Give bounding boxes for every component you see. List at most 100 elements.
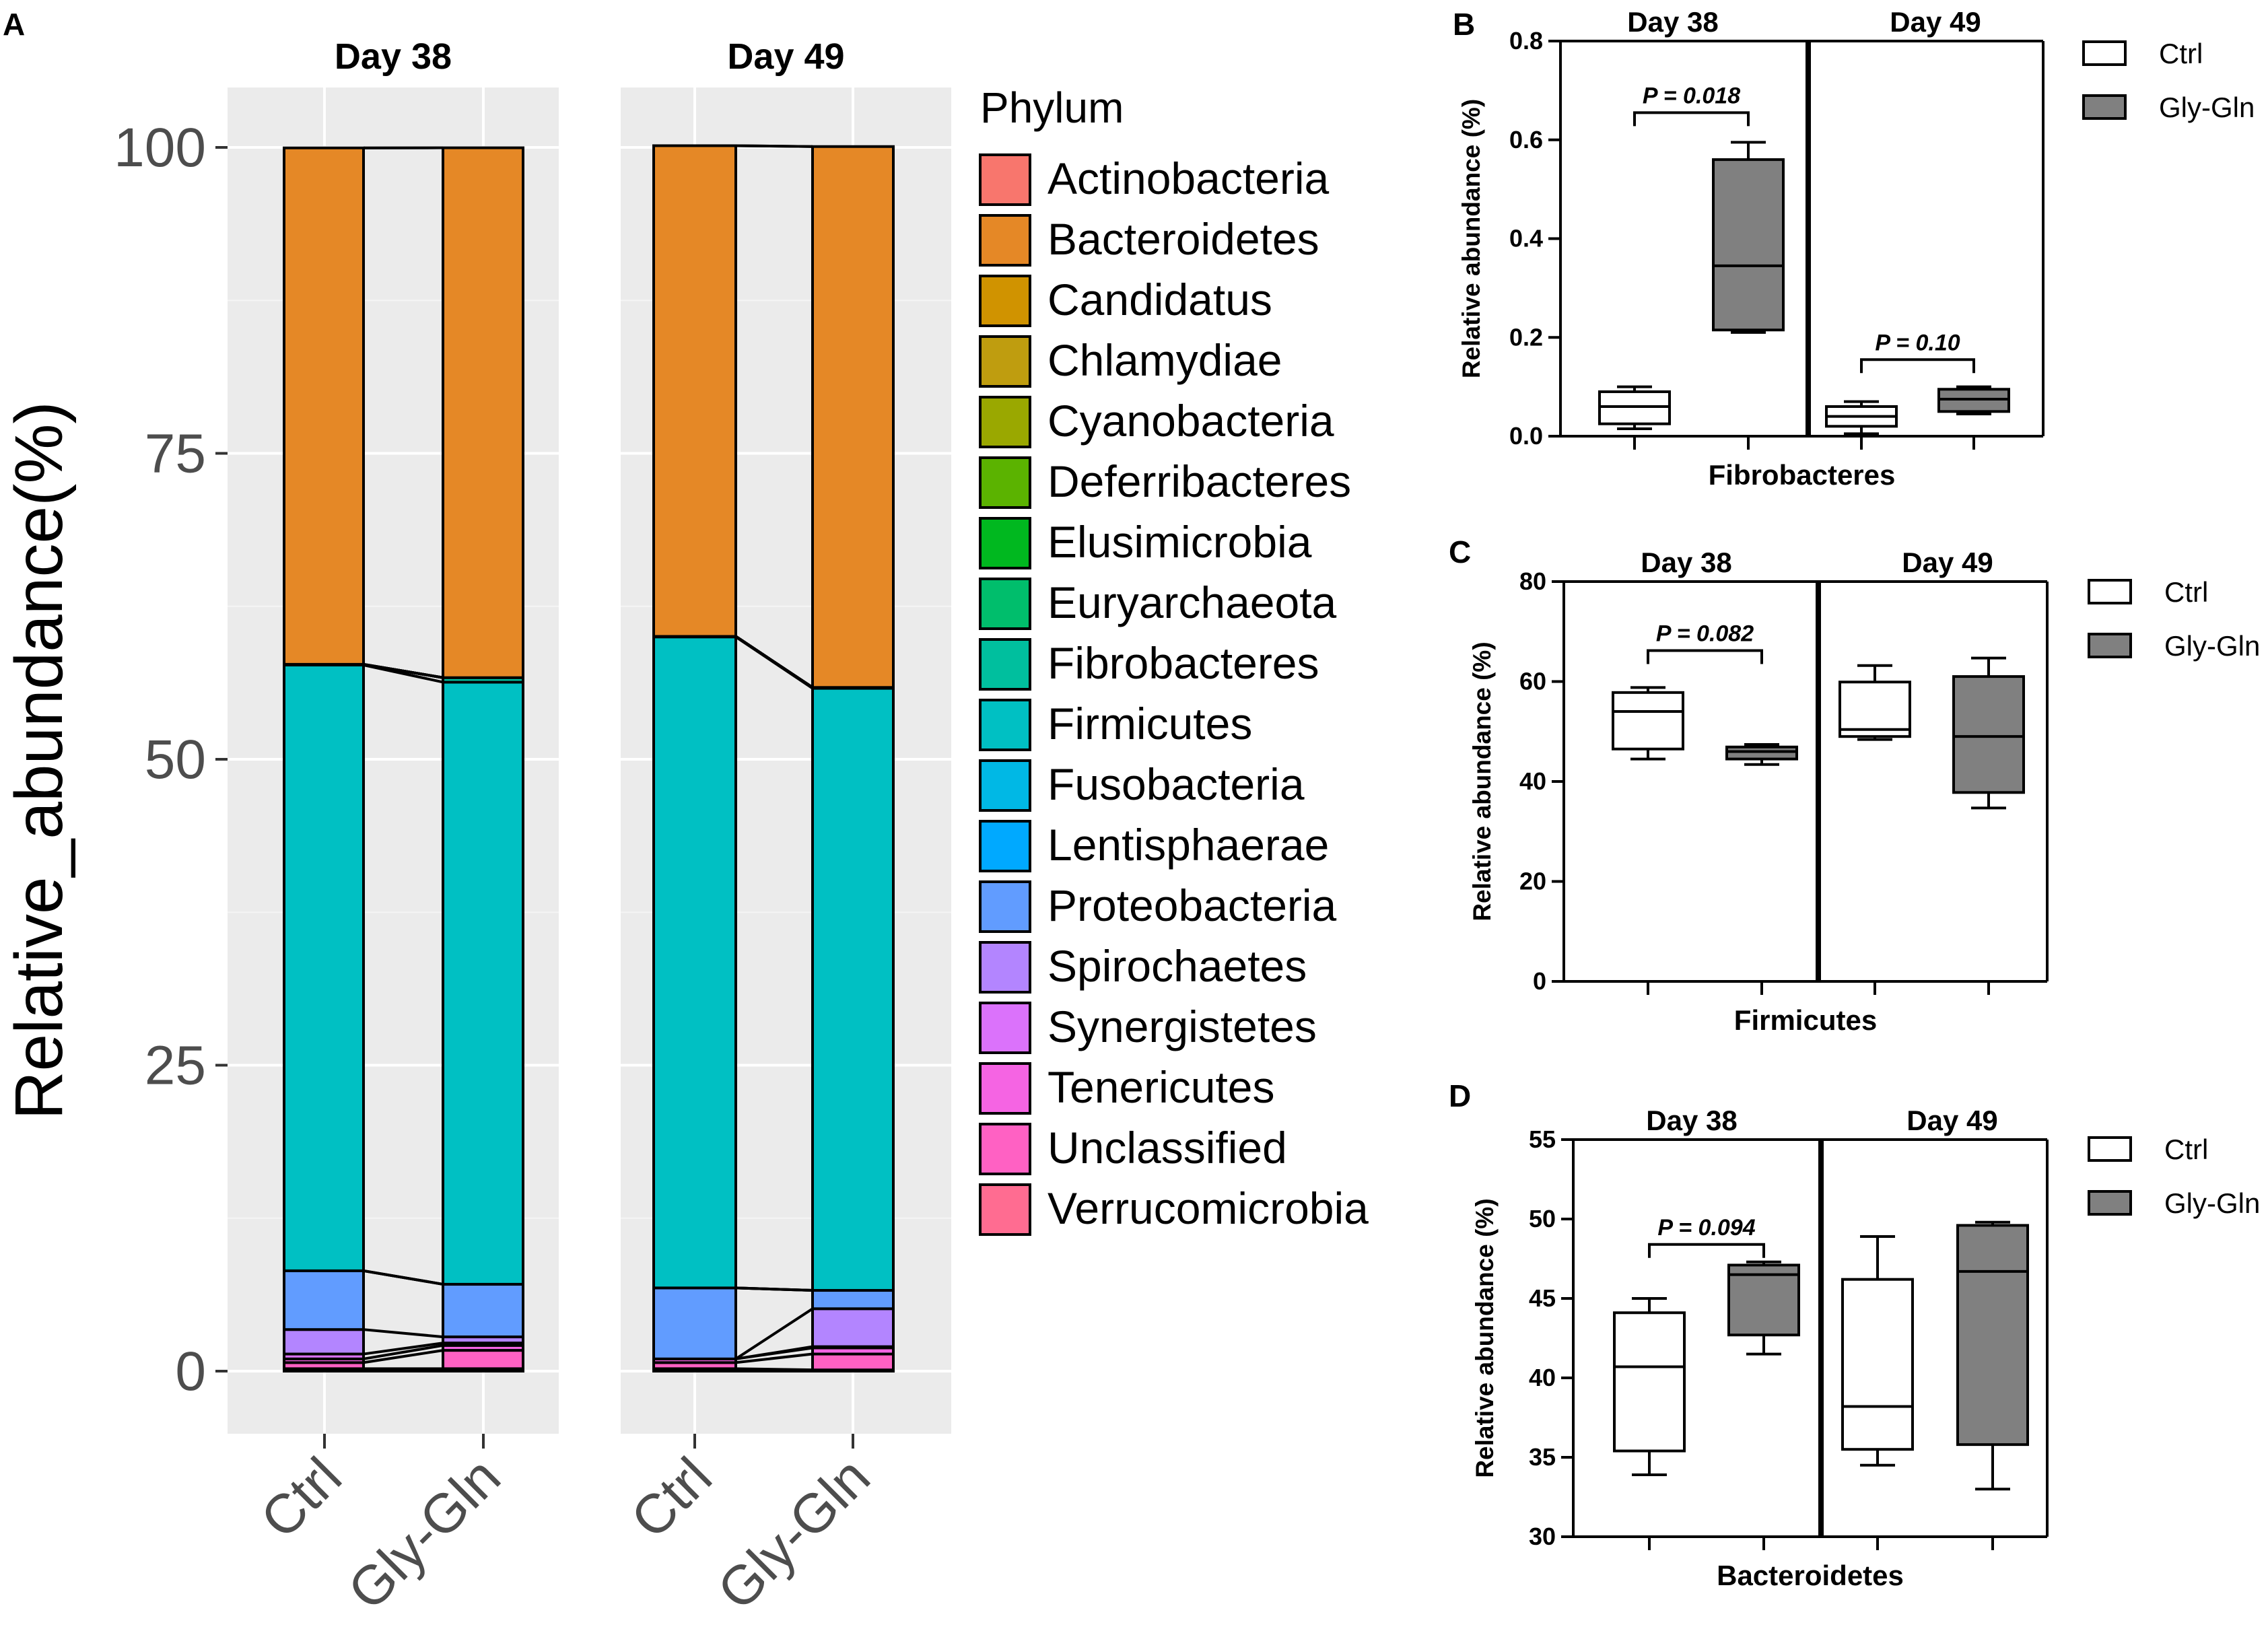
legend-swatch-gly-gln (2088, 1190, 2132, 1216)
box-day-38-gly-gln (1712, 158, 1785, 332)
bar-segment-unclassified-gly-gln (811, 1352, 895, 1372)
stack-connector-line (735, 1286, 813, 1292)
y-tick-label: 0.0 (1509, 422, 1543, 450)
legend-label-elusimicrobia: Elusimicrobia (1047, 517, 1312, 567)
bar-segment-firmicutes-gly-gln (811, 687, 895, 1292)
legend-swatch-proteobacteria (979, 880, 1031, 933)
y-tick-label: 25 (145, 1035, 206, 1097)
box-day-38-gly-gln (1725, 745, 1798, 761)
panel-a-stacked-bar-chart: 0 25 50 75 100 Relative_abundance(%) Day 38 Ctr… (1, 36, 951, 1622)
y-tick-label: 50 (145, 729, 206, 790)
facet-title: Day 49 (727, 36, 844, 77)
group-title: Day 38 (1641, 547, 1731, 578)
x-tick-label: Ctrl (619, 1446, 724, 1550)
group-title: Day 49 (1906, 1105, 1997, 1136)
legend-swatch-elusimicrobia (979, 517, 1031, 569)
x-tick-label: Gly-Gln (337, 1446, 512, 1622)
stack-connector-line (735, 1345, 813, 1360)
y-tick-label: 40 (1519, 767, 1546, 795)
legend-label-verrucomicrobia: Verrucomicrobia (1047, 1183, 1369, 1233)
legend-swatch-bacteroidetes (979, 214, 1031, 267)
legend-title: Phylum (980, 83, 1124, 132)
y-tick-label: 50 (1529, 1205, 1556, 1232)
y-axis-label: Relative abundance (%) (1471, 1198, 1499, 1477)
y-axis-label: Relative abundance (%) (1468, 641, 1496, 921)
panel-label-d: D (1449, 1078, 1471, 1113)
stack-connector-line (363, 1269, 444, 1286)
bar-segment-proteobacteria-ctrl (652, 1286, 737, 1360)
panel-label-c: C (1449, 534, 1471, 569)
bar-segment-bacteroidetes-gly-gln (811, 145, 895, 689)
legend-swatch-unclassified (979, 1123, 1031, 1175)
stack-connector-line (363, 1344, 444, 1360)
legend-label-spirochaetes: Spirochaetes (1047, 941, 1307, 991)
legend-swatch-spirochaetes (979, 941, 1031, 994)
legend-label-ctrl: Ctrl (2159, 38, 2203, 69)
legend-swatch-tenericutes (979, 1062, 1031, 1115)
significance-bracket (1648, 1243, 1765, 1258)
y-tick-label: 40 (1529, 1364, 1556, 1391)
legend-label-actinobacteria: Actinobacteria (1047, 153, 1330, 203)
x-tick-label: Ctrl (249, 1446, 353, 1550)
y-tick-label: 55 (1529, 1125, 1556, 1153)
stack-connector-line (735, 144, 813, 148)
box-day-38-gly-gln (1727, 1263, 1800, 1337)
box-day-49-gly-gln (1952, 675, 2025, 794)
legend-swatch-chlamydiae (979, 335, 1031, 388)
y-tick-label: 0.2 (1509, 323, 1543, 351)
x-axis-label: Bacteroidetes (1717, 1560, 1904, 1591)
y-tick-label: 80 (1519, 567, 1546, 595)
bar-segment-firmicutes-ctrl (283, 664, 365, 1272)
legend-label-gly-gln: Gly-Gln (2164, 630, 2260, 662)
bar-segment-proteobacteria-gly-gln (811, 1289, 895, 1311)
stack-connector-line (363, 1328, 444, 1339)
legend-swatch-cyanobacteria (979, 396, 1031, 448)
bar-segment-spirochaetes-gly-gln (811, 1307, 895, 1348)
bar-segment-spirochaetes-ctrl (283, 1328, 365, 1356)
significance-bracket (1860, 358, 1975, 374)
significance-label: P = 0.082 (1656, 621, 1754, 646)
stack-connector-line (735, 1367, 813, 1372)
legend-label-tenericutes: Tenericutes (1047, 1062, 1275, 1112)
legend-swatch-gly-gln (2088, 633, 2132, 658)
y-tick-label: 35 (1529, 1443, 1556, 1471)
legend-label-ctrl: Ctrl (2164, 1134, 2208, 1165)
y-tick-label: 45 (1529, 1284, 1556, 1312)
legend-label-candidatus: Candidatus (1047, 275, 1272, 324)
legend-swatch-ctrl (2088, 579, 2132, 604)
y-tick-label: 100 (114, 117, 206, 178)
box-day-49-gly-gln (1956, 1224, 2029, 1447)
x-axis-label: Firmicutes (1734, 1004, 1877, 1036)
legend-swatch-fibrobacteres (979, 638, 1031, 691)
significance-label: P = 0.018 (1643, 83, 1740, 108)
legend-swatch-candidatus (979, 275, 1031, 327)
group-title: Day 38 (1627, 6, 1718, 38)
legend-label-euryarchaeota: Euryarchaeota (1047, 578, 1337, 627)
stack-connector-line (363, 1342, 444, 1356)
bar-segment-bacteroidetes-ctrl (652, 144, 737, 638)
legend-swatch-firmicutes (979, 699, 1031, 751)
group-title: Day 49 (1890, 6, 1981, 38)
legend-label-fusobacteria: Fusobacteria (1047, 759, 1305, 809)
legend-label-firmicutes: Firmicutes (1047, 699, 1252, 749)
panel-a-legend: Phylum Actinobacteria Bacteroidetes Candida… (979, 83, 1369, 1236)
stack-connector-line (363, 662, 444, 679)
box-day-49-ctrl (1839, 681, 1911, 738)
bar-segment-bacteroidetes-ctrl (283, 146, 365, 666)
legend-swatch-ctrl (2082, 40, 2127, 66)
legend-label-cyanobacteria: Cyanobacteria (1047, 396, 1334, 446)
legend-swatch-verrucomicrobia (979, 1183, 1031, 1236)
legend-label-deferribacteres: Deferribacteres (1047, 456, 1351, 506)
y-axis-label: Relative abundance (%) (1457, 99, 1485, 378)
significance-bracket (1647, 649, 1763, 664)
legend-swatch-deferribacteres (979, 456, 1031, 509)
legend-label-chlamydiae: Chlamydiae (1047, 335, 1282, 385)
legend-swatch-actinobacteria (979, 153, 1031, 206)
legend-label-unclassified: Unclassified (1047, 1123, 1287, 1173)
legend-label-gly-gln: Gly-Gln (2164, 1187, 2260, 1219)
y-tick-label: 0.4 (1509, 225, 1543, 252)
bar-segment-firmicutes-ctrl (652, 635, 737, 1290)
box-day-49-ctrl (1841, 1278, 1914, 1451)
bar-segment-unclassified-gly-gln (442, 1349, 524, 1370)
significance-label: P = 0.10 (1875, 330, 1960, 355)
